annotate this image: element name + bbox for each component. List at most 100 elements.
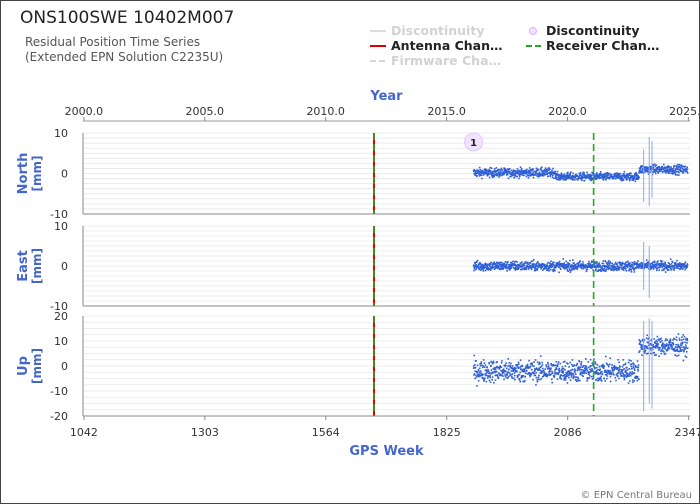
data-point [632, 175, 635, 178]
data-point [640, 170, 643, 172]
data-point [599, 371, 602, 373]
data-point [660, 352, 663, 355]
data-point [680, 164, 682, 166]
data-point [597, 265, 599, 268]
bottom-axis-tick-label: 1303 [191, 426, 219, 439]
data-point [477, 373, 479, 376]
data-point [628, 375, 630, 377]
data-point [578, 172, 580, 175]
data-point [661, 269, 663, 272]
data-point [653, 345, 656, 348]
data-point [572, 172, 574, 175]
data-point [655, 167, 658, 169]
data-point [646, 168, 649, 170]
data-point [601, 266, 603, 268]
data-point [497, 168, 500, 171]
data-point [519, 366, 521, 369]
data-point [626, 174, 629, 176]
data-point [602, 269, 604, 272]
data-point [578, 261, 580, 264]
data-point [627, 176, 629, 178]
data-point [478, 370, 480, 372]
data-point [681, 336, 683, 338]
data-point [624, 265, 627, 267]
data-point [651, 263, 654, 266]
data-point [588, 174, 591, 177]
data-point [522, 370, 525, 373]
data-point [650, 268, 652, 270]
data-point [605, 269, 607, 271]
data-point [588, 372, 590, 375]
data-point [676, 267, 678, 270]
data-point [517, 375, 519, 378]
data-point [528, 167, 531, 169]
data-point [518, 175, 521, 178]
data-point [516, 363, 519, 366]
data-point [599, 171, 602, 173]
data-point [671, 170, 674, 172]
data-point [601, 265, 604, 267]
data-point [644, 349, 647, 352]
data-point [684, 165, 687, 168]
data-point [599, 173, 601, 175]
data-point [656, 170, 658, 172]
data-point [656, 269, 658, 272]
data-point [616, 367, 619, 369]
data-point [500, 268, 502, 271]
data-point [521, 261, 523, 263]
data-point [491, 376, 494, 378]
data-point [508, 265, 511, 267]
data-point [667, 345, 670, 348]
data-point [481, 263, 484, 266]
data-point [595, 266, 597, 268]
data-point [564, 177, 567, 179]
data-point [604, 174, 607, 176]
data-point [507, 365, 509, 367]
data-point [629, 178, 632, 180]
data-point [633, 268, 635, 271]
data-point [541, 371, 543, 374]
data-point [494, 171, 497, 174]
data-point [652, 346, 655, 348]
data-point [664, 170, 666, 173]
data-point [617, 367, 620, 369]
data-point [549, 370, 551, 373]
data-point [485, 268, 488, 270]
data-point [484, 262, 487, 265]
data-point [518, 170, 521, 173]
data-point [542, 172, 545, 174]
data-point [506, 373, 509, 375]
data-point [602, 260, 605, 262]
data-point [612, 366, 615, 369]
data-point [579, 366, 582, 368]
data-point [558, 371, 561, 374]
data-point [661, 346, 664, 348]
data-point [501, 264, 504, 266]
data-point [621, 268, 623, 271]
data-point [528, 371, 531, 374]
data-point [656, 340, 658, 343]
data-point [490, 174, 493, 176]
data-point [638, 339, 641, 341]
data-point [583, 179, 586, 182]
top-axis-tick-label: 2000.0 [65, 105, 104, 118]
data-point [504, 261, 507, 263]
data-point [658, 348, 661, 350]
data-point [548, 266, 551, 268]
data-point [651, 171, 654, 174]
data-point [503, 263, 506, 265]
data-point [595, 178, 597, 181]
data-point [658, 165, 661, 168]
data-point [684, 341, 686, 344]
data-point [558, 263, 561, 266]
data-point [599, 264, 601, 266]
data-point [511, 261, 513, 264]
data-point [668, 166, 671, 168]
data-point [527, 177, 530, 179]
data-point [630, 265, 632, 267]
data-point [517, 373, 520, 376]
data-point [516, 266, 519, 269]
data-point [572, 365, 574, 367]
data-point [490, 171, 492, 174]
data-point [610, 265, 613, 268]
